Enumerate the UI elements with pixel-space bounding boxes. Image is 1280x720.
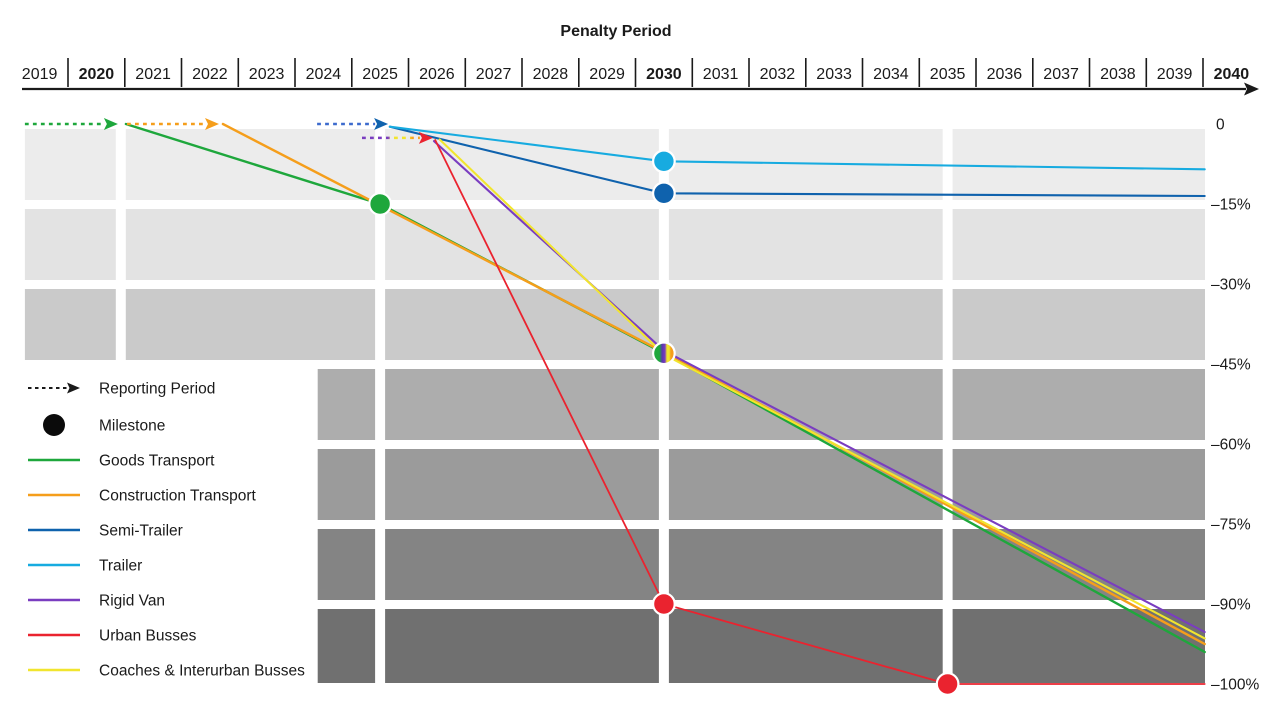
year-label-2022: 2022 [192,66,228,83]
legend-item-label: Urban Busses [99,628,197,645]
y-axis-label-75: –75% [1211,517,1251,534]
goods-transport-reporting-arrowhead [103,118,118,130]
year-label-2026: 2026 [419,66,455,83]
penalty-zone-block [385,129,659,200]
milestone-goods-transport-2025 [368,192,393,216]
year-label-2039: 2039 [1157,66,1193,83]
year-label-2019: 2019 [22,66,58,83]
year-label-2035: 2035 [930,66,966,83]
rigid-van-urban-busses-coaches-reporting-arrowhead [418,131,433,144]
x-axis: 2019 2020 2021 2022 2023 2024 2025 2026 2027 2028… [22,58,1259,96]
penalty-zone-block [125,209,376,280]
penalty-zone-block [317,369,376,440]
y-axis-label-90: –90% [1211,597,1251,614]
y-axis-label-15: –15% [1211,197,1251,214]
penalty-zone-block [668,209,943,280]
y-axis-label-100: –100% [1211,677,1259,694]
penalty-zone-block [385,449,659,520]
year-label-2027: 2027 [476,66,512,83]
penalty-zone-block [385,609,659,683]
y-axis-label-0: 0 [1216,117,1225,134]
milestone-urban-busses-2035 [935,672,960,696]
legend-item-construction-transport: Construction Transport [28,488,256,505]
chart-title: Penalty Period [560,23,671,40]
penalty-zone-block [385,369,659,440]
year-label-2028: 2028 [533,66,569,83]
year-label-2034: 2034 [873,66,909,83]
legend-item-goods-transport: Goods Transport [28,453,215,470]
penalty-zone-block [125,129,376,200]
penalty-zone-block [952,609,1205,683]
series-line-urban-busses [434,139,1206,685]
year-label-2031: 2031 [703,66,739,83]
penalty-zone-block [317,529,376,600]
legend-item-label: Milestone [99,418,165,435]
penalty-zone-block [385,289,659,360]
penalty-zone-block [668,289,943,360]
reporting-arrows [24,118,433,144]
penalty-zone-block [952,129,1205,200]
legend-item-label: Construction Transport [99,488,256,505]
milestone-trailer-2030 [652,149,676,174]
year-label-2037: 2037 [1043,66,1079,83]
penalty-zone-block [952,209,1205,280]
milestone-dot-icon [43,414,65,436]
x-axis-arrowhead [1244,82,1259,96]
penalty-zone-block [24,209,116,280]
penalty-zone-block [317,449,376,520]
year-label-2025: 2025 [362,66,398,83]
penalty-zone-block [125,289,376,360]
penalty-zone-block [952,289,1205,360]
year-label-2033: 2033 [816,66,852,83]
year-label-2021: 2021 [135,66,171,83]
legend-item-label: Semi-Trailer [99,523,183,540]
legend-item-label: Rigid Van [99,593,165,610]
year-label-2029: 2029 [589,66,625,83]
semi-trailer-trailer-reporting-arrowhead [374,118,389,130]
milestone-semi-trailer-2030 [652,181,676,206]
year-label-2020: 2020 [79,66,115,83]
penalty-zone-blocks [24,129,1205,683]
y-axis-label-60: –60% [1211,437,1251,454]
legend-item-label: Reporting Period [99,381,215,398]
legend-item-label: Coaches & Interurban Busses [99,663,305,680]
penalty-zone-block [668,449,943,520]
penalty-zone-block [952,529,1205,600]
milestone-urban-busses-2030 [652,592,676,616]
year-label-2038: 2038 [1100,66,1136,83]
legend-item-semi-trailer: Semi-Trailer [28,523,183,540]
year-label-2032: 2032 [760,66,796,83]
legend-item-rigid-van: Rigid Van [28,593,165,610]
y-axis-label-30: –30% [1211,277,1251,294]
penalty-zone-block [24,129,116,200]
year-label-2030: 2030 [646,66,682,83]
legend-item-urban-busses: Urban Busses [28,628,197,645]
legend-item-label: Goods Transport [99,453,215,470]
penalty-zone-block [952,369,1205,440]
penalty-zone-block [385,529,659,600]
penalty-zone-block [668,529,943,600]
reporting-period-arrowhead-icon [67,382,80,394]
legend-item-label: Trailer [99,558,142,575]
y-axis-labels: 0 –15% –30% –45% –60% –75% –90% –100% [1211,117,1259,694]
year-label-2040: 2040 [1214,66,1250,83]
penalty-zone-block [24,289,116,360]
year-label-2023: 2023 [249,66,285,83]
y-axis-label-45: –45% [1211,357,1251,374]
milestone-combined-2030 [652,341,676,366]
year-label-2036: 2036 [987,66,1023,83]
construction-transport-reporting-arrowhead [205,118,219,130]
legend: Reporting Period Milestone Goods Transport… [28,381,305,680]
legend-item-trailer: Trailer [28,558,142,575]
legend-item-milestone: Milestone [43,414,165,436]
legend-item-reporting-period: Reporting Period [28,381,215,398]
milestone-dots [368,149,960,696]
penalty-zone-block [317,609,376,683]
year-label-2024: 2024 [306,66,342,83]
legend-item-coaches-interurban-busses: Coaches & Interurban Busses [28,663,305,680]
penalty-zone-block [952,449,1205,520]
